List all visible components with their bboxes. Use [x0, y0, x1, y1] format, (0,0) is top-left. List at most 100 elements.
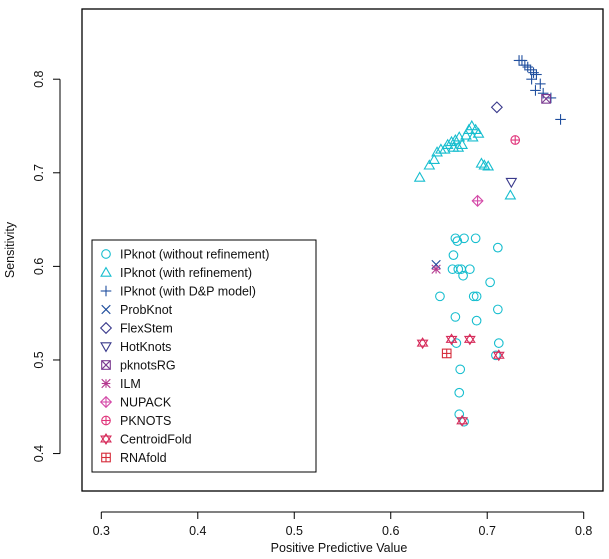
data-point: [455, 364, 466, 375]
legend-entry: CentroidFold: [120, 433, 192, 447]
data-point: [493, 338, 504, 348]
data-point: [471, 315, 482, 326]
series-7: [431, 264, 441, 274]
data-point: [471, 194, 484, 207]
legend-entry: ILM: [120, 377, 141, 391]
series-9: [510, 135, 521, 145]
data-point: [456, 414, 469, 427]
legend-entry: IPknot (with refinement): [120, 266, 252, 280]
legend-marker: [101, 360, 111, 370]
legend-marker: [99, 395, 113, 409]
x-tick-label: 0.7: [479, 524, 496, 538]
data-point: [449, 133, 462, 145]
legend-marker: [100, 266, 112, 277]
data-point: [491, 350, 501, 361]
legend-entry: NUPACK: [120, 396, 172, 410]
x-tick-label: 0.4: [189, 524, 206, 538]
data-point: [534, 78, 546, 90]
data-point: [459, 233, 469, 244]
legend-marker: [100, 342, 112, 353]
y-tick-label: 0.6: [32, 258, 46, 275]
data-point: [541, 93, 551, 104]
data-point: [492, 349, 505, 362]
series-6: [541, 93, 551, 104]
data-point: [450, 233, 461, 244]
legend-entry: PKNOTS: [120, 414, 171, 428]
series-11: [441, 348, 452, 359]
data-point: [528, 67, 539, 78]
x-tick-label: 0.3: [93, 524, 110, 538]
data-point: [505, 177, 518, 189]
series-4: [490, 101, 503, 114]
data-point: [470, 233, 481, 244]
data-point: [492, 304, 503, 315]
data-point: [452, 141, 465, 152]
legend-entry: IPknot (without refinement): [120, 248, 269, 262]
data-point: [466, 131, 479, 142]
data-point: [525, 64, 536, 76]
data-point: [492, 242, 503, 253]
legend-marker: [101, 304, 111, 315]
data-point: [454, 409, 465, 420]
data-point: [448, 250, 459, 260]
x-axis-label: Positive Predictive Value: [271, 541, 408, 555]
legend-entry: pknotsRG: [120, 359, 176, 373]
data-point: [485, 277, 495, 288]
legend-marker: [100, 433, 112, 445]
data-point: [510, 135, 521, 145]
data-point: [452, 236, 463, 246]
legend-entry: FlexStem: [120, 322, 173, 336]
data-point: [416, 337, 429, 350]
data-point: [458, 270, 468, 281]
data-point: [472, 127, 485, 138]
series-1: [413, 119, 517, 200]
data-point: [447, 264, 458, 275]
legend-marker: [101, 249, 111, 259]
data-point: [451, 338, 462, 348]
series-10: [416, 333, 505, 427]
plot-frame: [81, 8, 604, 492]
legend-marker: [99, 321, 113, 335]
data-point: [471, 291, 482, 302]
data-point: [441, 348, 452, 359]
data-point: [468, 291, 479, 302]
legend-marker: [101, 452, 111, 463]
series-3: [431, 259, 441, 270]
data-point: [431, 259, 441, 270]
data-point: [453, 131, 466, 142]
data-point: [522, 61, 534, 73]
data-point: [490, 101, 503, 114]
x-axis: 0.3 0.4 0.5 0.6 0.7 0.8: [93, 511, 592, 538]
data-point: [465, 264, 475, 275]
data-point: [555, 114, 566, 125]
data-point: [463, 333, 476, 346]
data-point: [530, 85, 541, 96]
x-tick-label: 0.5: [286, 524, 303, 538]
legend-box: [91, 239, 317, 473]
legend-marker: [101, 378, 111, 389]
legend: IPknot (without refinement) IPknot (with …: [91, 239, 317, 473]
data-point: [460, 129, 472, 140]
data-point: [431, 264, 441, 274]
y-axis: 0.4 0.5 0.6 0.7 0.8: [32, 70, 61, 462]
y-tick-label: 0.5: [32, 351, 46, 368]
data-point: [465, 119, 478, 131]
series-5: [505, 177, 518, 189]
legend-entry: IPknot (with D&P model): [120, 285, 256, 299]
series-2: [513, 55, 566, 125]
series-8: [471, 194, 484, 207]
data-point: [526, 73, 537, 85]
legend-marker: [100, 285, 112, 297]
y-tick-label: 0.7: [32, 164, 46, 181]
y-tick-label: 0.4: [32, 445, 46, 462]
series-0: [435, 233, 504, 427]
data-point: [413, 171, 426, 182]
data-point: [482, 160, 495, 171]
data-point: [531, 69, 542, 80]
data-point: [450, 312, 461, 322]
legend-entry: RNAfold: [120, 451, 167, 465]
data-point: [504, 189, 517, 200]
data-point: [516, 55, 528, 66]
legend-entry: ProbKnot: [120, 303, 173, 317]
y-axis-label: Sensitivity: [3, 221, 17, 278]
